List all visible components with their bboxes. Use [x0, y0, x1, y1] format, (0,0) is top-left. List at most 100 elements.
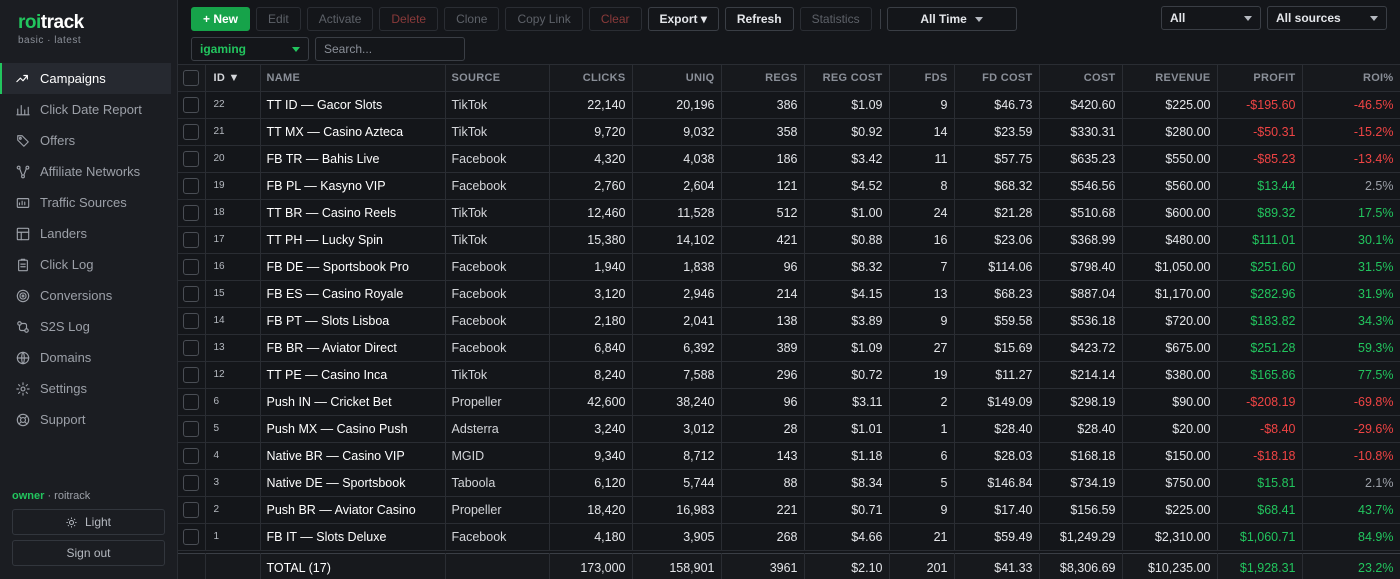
cell-name[interactable]: FB IT — Slots Deluxe — [260, 523, 446, 551]
cell-name[interactable]: FB PL — Kasyno VIP — [260, 172, 446, 200]
table-row[interactable]: 4 Native BR — Casino VIP MGID 9,340 8,712 143… — [178, 442, 1400, 470]
search-input[interactable] — [315, 37, 465, 61]
row-checkbox[interactable] — [183, 150, 200, 167]
cell-id: 19 — [205, 172, 261, 200]
row-checkbox[interactable] — [183, 258, 200, 275]
sources-select[interactable]: All sources — [1267, 6, 1387, 30]
vertical-select[interactable]: igaming — [191, 37, 309, 61]
table-row[interactable]: 20 FB TR — Bahis Live Facebook 4,320 4,038 18… — [178, 145, 1400, 173]
row-checkbox[interactable] — [183, 177, 200, 194]
sidebar-item-affiliate-networks[interactable]: Affiliate Networks — [0, 156, 171, 187]
col-header-source[interactable]: SOURCE — [445, 65, 550, 92]
sidebar-item-settings[interactable]: Settings — [0, 373, 171, 404]
table-row[interactable]: 17 TT PH — Lucky Spin TikTok 15,380 14,102 42… — [178, 226, 1400, 254]
table-row[interactable]: 18 TT BR — Casino Reels TikTok 12,460 11,528… — [178, 199, 1400, 227]
sidebar-item-domains[interactable]: Domains — [0, 342, 171, 373]
cell-name[interactable]: Native BR — Casino VIP — [260, 442, 446, 470]
table-row[interactable]: 12 TT PE — Casino Inca TikTok 8,240 7,588 296… — [178, 361, 1400, 389]
row-checkbox[interactable] — [183, 420, 200, 437]
sidebar-item-offers[interactable]: Offers — [0, 125, 171, 156]
sidebar-item-conversions[interactable]: Conversions — [0, 280, 171, 311]
clear-button[interactable]: Clear — [588, 7, 642, 31]
table-row[interactable]: 16 FB DE — Sportsbook Pro Facebook 1,940 1,8… — [178, 253, 1400, 281]
table-row[interactable]: 15 FB ES — Casino Royale Facebook 3,120 2,94… — [178, 280, 1400, 308]
copy-link-button[interactable]: Copy Link — [505, 7, 583, 31]
total-empty-cell — [445, 552, 550, 579]
row-checkbox[interactable] — [183, 231, 200, 248]
row-checkbox[interactable] — [183, 474, 200, 491]
table-row[interactable]: 22 TT ID — Gacor Slots TikTok 22,140 20,196 3… — [178, 91, 1400, 119]
row-checkbox[interactable] — [183, 366, 200, 383]
row-checkbox[interactable] — [183, 312, 200, 329]
col-header-roi[interactable]: ROI% — [1302, 65, 1400, 92]
col-header-fds[interactable]: FDS — [889, 65, 955, 92]
cell-name[interactable]: FB TR — Bahis Live — [260, 145, 446, 173]
table-row[interactable]: 1 FB IT — Slots Deluxe Facebook 4,180 3,905 2… — [178, 523, 1400, 551]
col-header-revenue[interactable]: REVENUE — [1122, 65, 1218, 92]
table-row[interactable]: 5 Push MX — Casino Push Adsterra 3,240 3,012… — [178, 415, 1400, 443]
table-row[interactable]: 6 Push IN — Cricket Bet Propeller 42,600 38,… — [178, 388, 1400, 416]
sidebar-item-click-log[interactable]: Click Log — [0, 249, 171, 280]
status-select[interactable]: All — [1161, 6, 1261, 30]
cell-name[interactable]: TT PE — Casino Inca — [260, 361, 446, 389]
row-checkbox[interactable] — [183, 96, 200, 113]
period-select[interactable]: All Time — [886, 7, 1017, 31]
row-checkbox[interactable] — [183, 528, 200, 545]
sidebar-item-click-date-report[interactable]: Click Date Report — [0, 94, 171, 125]
row-checkbox[interactable] — [183, 204, 200, 221]
refresh-button[interactable]: Refresh — [724, 7, 794, 31]
table-row[interactable]: 13 FB BR — Aviator Direct Facebook 6,840 6,3… — [178, 334, 1400, 362]
theme-toggle-button[interactable]: Light — [12, 509, 165, 535]
sidebar-item-s2s-log[interactable]: S2S Log — [0, 311, 171, 342]
activate-button[interactable]: Activate — [306, 7, 374, 31]
col-header-profit[interactable]: PROFIT — [1217, 65, 1303, 92]
col-header-fd-cost[interactable]: FD COST — [954, 65, 1040, 92]
col-header-name[interactable]: NAME — [260, 65, 446, 92]
cell-name[interactable]: Native DE — Sportsbook — [260, 469, 446, 497]
cell-name[interactable]: TT MX — Casino Azteca — [260, 118, 446, 146]
table-row[interactable]: 3 Native DE — Sportsbook Taboola 6,120 5,744… — [178, 469, 1400, 497]
cell-name[interactable]: TT BR — Casino Reels — [260, 199, 446, 227]
col-header-reg-cost[interactable]: REG COST — [804, 65, 890, 92]
cell-name[interactable]: FB DE — Sportsbook Pro — [260, 253, 446, 281]
col-header-id[interactable]: ID ▼ — [205, 65, 261, 92]
export-button[interactable]: Export ▾ — [647, 7, 719, 31]
new-button[interactable]: + New — [191, 7, 251, 31]
cell-name[interactable]: TT ID — Gacor Slots — [260, 91, 446, 119]
row-checkbox[interactable] — [183, 393, 200, 410]
cell-name[interactable]: Push MX — Casino Push — [260, 415, 446, 443]
table-row[interactable]: 21 TT MX — Casino Azteca TikTok 9,720 9,032 3… — [178, 118, 1400, 146]
edit-button[interactable]: Edit — [256, 7, 301, 31]
table-row[interactable]: 14 FB PT — Slots Lisboa Facebook 2,180 2,041… — [178, 307, 1400, 335]
cell-name[interactable]: TT PH — Lucky Spin — [260, 226, 446, 254]
cell-revenue: $150.00 — [1122, 442, 1218, 470]
delete-button[interactable]: Delete — [379, 7, 439, 31]
cell-name[interactable]: FB BR — Aviator Direct — [260, 334, 446, 362]
select-all-checkbox[interactable] — [183, 69, 200, 86]
cell-name[interactable]: FB PT — Slots Lisboa — [260, 307, 446, 335]
sidebar-item-support[interactable]: Support — [0, 404, 171, 435]
col-header-clicks[interactable]: CLICKS — [549, 65, 633, 92]
cell-name[interactable]: Push BR — Aviator Casino — [260, 496, 446, 524]
col-header-uniq[interactable]: UNIQ — [632, 65, 722, 92]
row-checkbox[interactable] — [183, 285, 200, 302]
row-checkbox[interactable] — [183, 501, 200, 518]
col-header-regs[interactable]: REGS — [721, 65, 805, 92]
cell-clicks: 6,120 — [549, 469, 633, 497]
total-uniq: 158,901 — [632, 552, 722, 579]
sidebar-item-traffic-sources[interactable]: Traffic Sources — [0, 187, 171, 218]
cell-name[interactable]: Push IN — Cricket Bet — [260, 388, 446, 416]
brand-logo[interactable]: roitrack — [18, 12, 159, 34]
sign-out-button[interactable]: Sign out — [12, 540, 165, 566]
sidebar-item-campaigns[interactable]: Campaigns — [0, 63, 171, 94]
sidebar-item-landers[interactable]: Landers — [0, 218, 171, 249]
col-header-cost[interactable]: COST — [1039, 65, 1123, 92]
table-row[interactable]: 2 Push BR — Aviator Casino Propeller 18,420… — [178, 496, 1400, 524]
clone-button[interactable]: Clone — [444, 7, 500, 31]
cell-name[interactable]: FB ES — Casino Royale — [260, 280, 446, 308]
table-row[interactable]: 19 FB PL — Kasyno VIP Facebook 2,760 2,604 12… — [178, 172, 1400, 200]
row-checkbox[interactable] — [183, 123, 200, 140]
statistics-button[interactable]: Statistics — [799, 7, 872, 31]
row-checkbox[interactable] — [183, 447, 200, 464]
row-checkbox[interactable] — [183, 339, 200, 356]
